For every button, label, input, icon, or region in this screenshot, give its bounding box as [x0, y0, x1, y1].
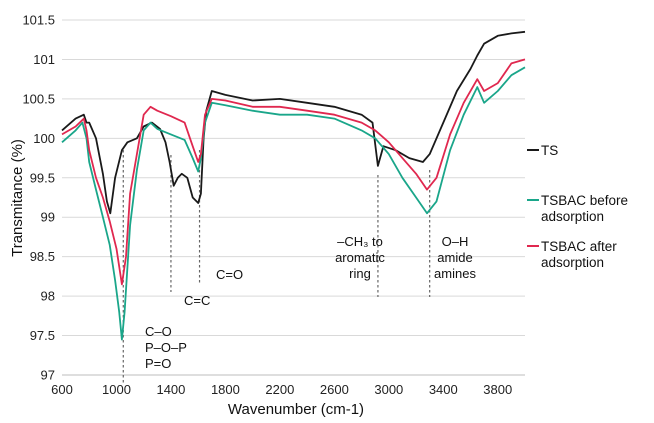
annotation-label: –CH₃ to [337, 234, 383, 249]
legend-label: adsorption [541, 255, 604, 270]
x-tick-label: 3000 [374, 382, 403, 397]
legend-label: TSBAC before [541, 193, 628, 208]
x-tick-label: 3800 [483, 382, 512, 397]
legend-label: TSBAC after [541, 239, 617, 254]
annotation-label: C–O [145, 324, 172, 339]
annotation-label: ring [349, 266, 371, 281]
y-tick-label: 101.5 [22, 13, 55, 28]
annotation-label: amines [434, 266, 476, 281]
y-tick-label: 97 [41, 368, 55, 383]
y-tick-label: 100 [33, 131, 55, 146]
y-tick-label: 99.5 [30, 170, 55, 185]
x-tick-label: 2600 [320, 382, 349, 397]
series-line [61, 66, 526, 341]
annotation-labels: C–OP–O–PP=OC=CC=O–CH₃ toaromaticringO–Ha… [145, 234, 476, 371]
series-line [61, 30, 526, 215]
legend-label: adsorption [541, 209, 604, 224]
x-axis-title: Wavenumber (cm-1) [228, 401, 364, 418]
x-tick-label: 600 [51, 382, 73, 397]
y-tick-label: 97.5 [30, 328, 55, 343]
annotation-guides [122, 150, 431, 385]
y-tick-label: 100.5 [22, 91, 55, 106]
series-lines [61, 30, 526, 341]
legend-label: TS [541, 143, 558, 158]
x-tick-labels: 600 1000 1400 1800 2200 2600 3000 3400 3800 [51, 382, 512, 397]
grid-lines [62, 19, 525, 337]
x-tick-label: 1800 [211, 382, 240, 397]
y-tick-label: 98.5 [30, 249, 55, 264]
annotation-label: aromatic [335, 250, 385, 265]
y-axis-title: Transmitance (%) [9, 139, 26, 257]
annotation-label: C=O [216, 267, 243, 282]
annotation-label: P–O–P [145, 340, 187, 355]
y-tick-labels: 97 97.5 98 98.5 99 99.5 100 100.5 101 101.5 [22, 13, 55, 383]
x-tick-label: 1400 [156, 382, 185, 397]
x-tick-label: 2200 [265, 382, 294, 397]
annotation-label: P=O [145, 356, 171, 371]
series-line [61, 58, 526, 286]
y-tick-label: 101 [33, 52, 55, 67]
y-tick-label: 98 [41, 289, 55, 304]
x-tick-label: 3400 [429, 382, 458, 397]
annotation-label: amide [437, 250, 472, 265]
annotation-label: C=C [184, 293, 210, 308]
x-tick-label: 1000 [102, 382, 131, 397]
annotation-label: O–H [442, 234, 469, 249]
y-tick-label: 99 [41, 210, 55, 225]
